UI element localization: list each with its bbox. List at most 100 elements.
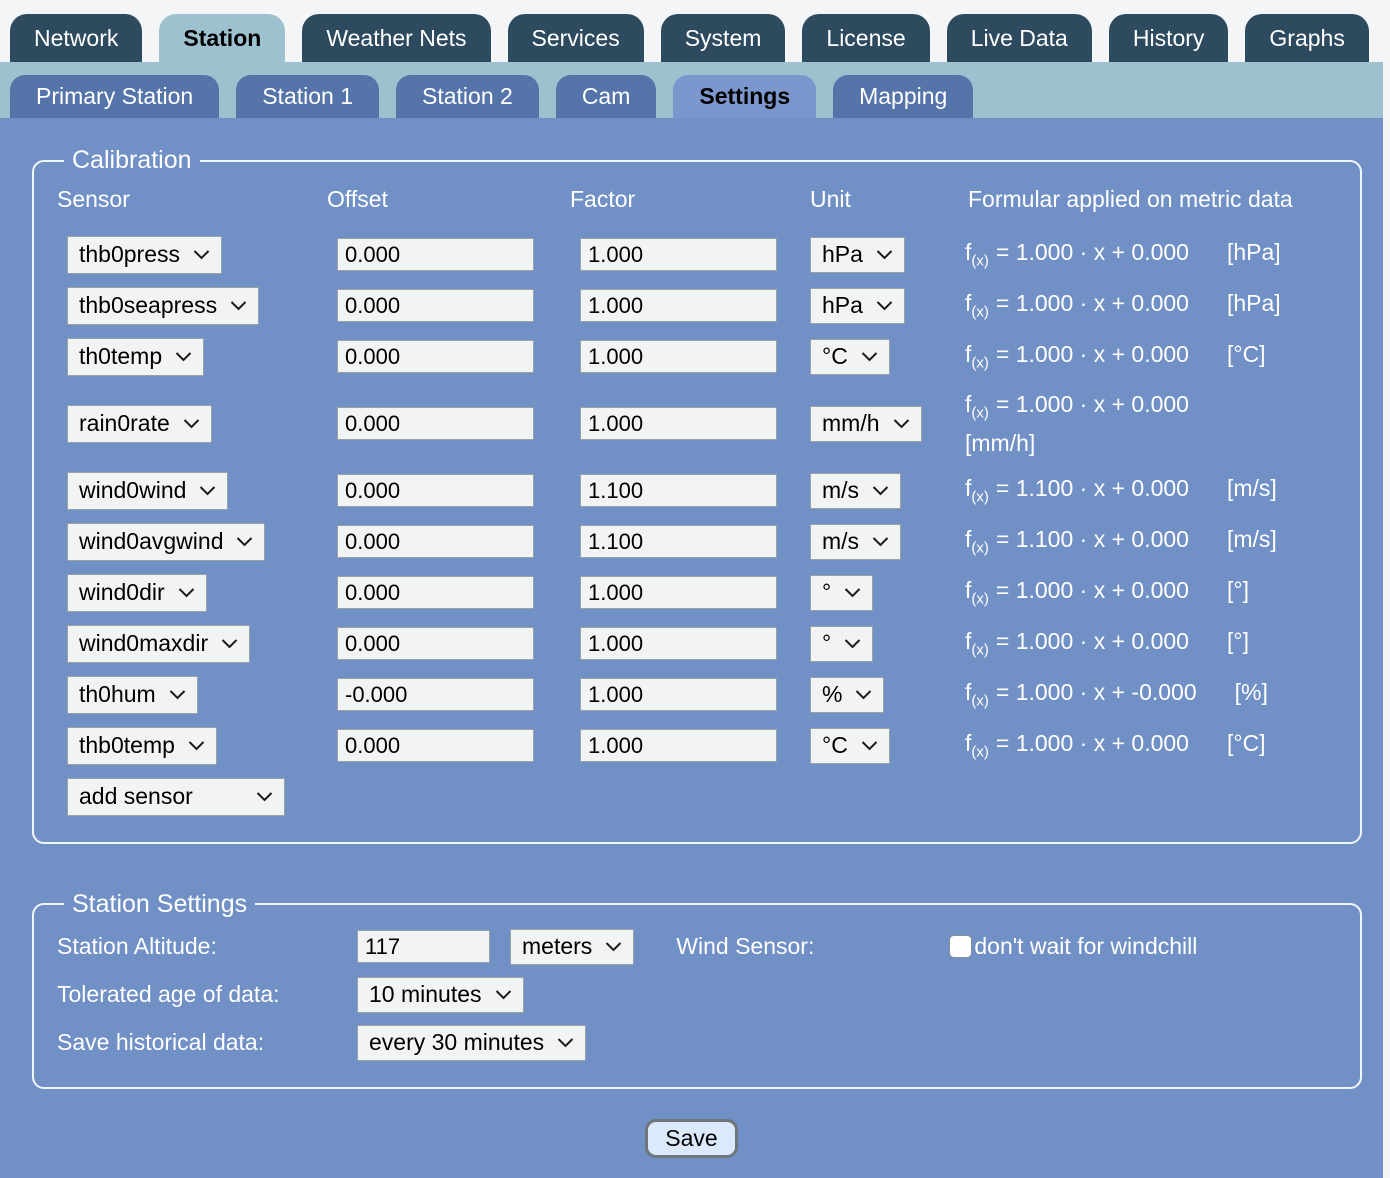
- offset-input[interactable]: [337, 678, 534, 712]
- unit-select[interactable]: m/s: [810, 472, 902, 509]
- unit-select-value: m/s: [822, 528, 860, 555]
- unit-select-value: hPa: [822, 292, 863, 319]
- chevron-down-icon: [876, 250, 893, 260]
- tab-network[interactable]: Network: [10, 14, 143, 62]
- unit-select[interactable]: %: [810, 676, 885, 713]
- sensor-select[interactable]: th0hum: [67, 675, 198, 714]
- sensor-select[interactable]: thb0temp: [67, 726, 217, 765]
- unit-select[interactable]: hPa: [810, 287, 905, 324]
- formula-expression: f(x) = 1.000 · x + 0.000: [965, 390, 1189, 422]
- unit-select[interactable]: °: [810, 625, 874, 662]
- formula-expression: f(x) = 1.000 · x + 0.000: [965, 730, 1189, 761]
- sensor-select-value: wind0wind: [79, 477, 187, 504]
- windchill-checkbox[interactable]: [949, 935, 973, 959]
- subtab-settings[interactable]: Settings: [673, 75, 817, 118]
- chevron-down-icon: [183, 419, 199, 429]
- tab-history[interactable]: History: [1108, 14, 1229, 62]
- tab-services[interactable]: Services: [507, 14, 644, 62]
- chevron-down-icon: [178, 588, 194, 598]
- formula-unit-bracket: [m/s]: [1226, 526, 1277, 553]
- sensor-select[interactable]: wind0dir: [67, 573, 207, 612]
- unit-select[interactable]: °C: [810, 727, 890, 764]
- factor-input[interactable]: [580, 678, 777, 712]
- sensor-select[interactable]: thb0press: [67, 235, 223, 274]
- save-button-row: Save: [0, 1118, 1383, 1158]
- save-historical-select[interactable]: every 30 minutes: [357, 1024, 587, 1061]
- formula-expression: f(x) = 1.000 · x + 0.000: [965, 628, 1189, 659]
- add-sensor-select[interactable]: add sensor: [67, 777, 285, 816]
- secondary-tab-bar: Primary Station Station 1 Station 2 Cam Sett…: [0, 75, 974, 118]
- tab-system[interactable]: System: [660, 14, 786, 62]
- sensor-select[interactable]: wind0wind: [67, 471, 229, 510]
- altitude-unit-select[interactable]: meters: [510, 928, 635, 965]
- tab-license[interactable]: License: [802, 14, 930, 62]
- station-altitude-input[interactable]: [357, 930, 490, 964]
- factor-input[interactable]: [580, 407, 777, 441]
- chevron-down-icon: [606, 942, 622, 952]
- factor-input[interactable]: [580, 474, 777, 508]
- factor-input[interactable]: [580, 525, 777, 559]
- formula-unit-bracket: [°]: [1226, 577, 1249, 604]
- primary-tab-bar: Network Station Weather Nets Services System…: [0, 0, 1383, 62]
- offset-input[interactable]: [337, 729, 534, 763]
- factor-input[interactable]: [580, 729, 777, 763]
- subtab-station-2[interactable]: Station 2: [396, 75, 539, 118]
- chevron-down-icon: [861, 741, 878, 751]
- formula-unit-bracket: [hPa]: [1226, 239, 1281, 266]
- formula-unit-bracket: [m/s]: [1226, 475, 1277, 502]
- sensor-select-value: wind0maxdir: [79, 630, 209, 657]
- formula-unit-bracket: [%]: [1234, 679, 1268, 706]
- calibration-table: Sensor Offset Factor Unit Formular appli…: [54, 185, 1340, 765]
- sensor-select[interactable]: thb0seapress: [67, 286, 260, 325]
- tab-graphs[interactable]: Graphs: [1245, 14, 1369, 62]
- formula-unit-bracket: [°]: [1226, 628, 1249, 655]
- factor-input[interactable]: [580, 627, 777, 661]
- unit-select[interactable]: °: [810, 574, 874, 611]
- sensor-select[interactable]: th0temp: [67, 337, 205, 376]
- sensor-select[interactable]: wind0avgwind: [67, 522, 266, 561]
- chevron-down-icon: [230, 301, 247, 311]
- tab-weather-nets[interactable]: Weather Nets: [302, 14, 491, 62]
- offset-input[interactable]: [337, 627, 534, 661]
- chevron-down-icon: [169, 690, 185, 700]
- factor-input[interactable]: [580, 576, 777, 610]
- save-button[interactable]: Save: [645, 1118, 738, 1158]
- unit-select-value: %: [822, 681, 843, 708]
- offset-input[interactable]: [337, 340, 534, 374]
- subtab-primary-station[interactable]: Primary Station: [10, 75, 220, 118]
- unit-select[interactable]: °C: [810, 338, 890, 375]
- unit-select[interactable]: m/s: [810, 523, 902, 560]
- subtab-cam[interactable]: Cam: [555, 75, 657, 118]
- offset-input[interactable]: [337, 238, 534, 272]
- factor-input[interactable]: [580, 340, 777, 374]
- offset-input[interactable]: [337, 525, 534, 559]
- offset-input[interactable]: [337, 576, 534, 610]
- windchill-option: don't wait for windchill: [949, 933, 1197, 960]
- subtab-mapping[interactable]: Mapping: [833, 75, 974, 118]
- chevron-down-icon: [256, 792, 273, 802]
- calibration-formula: f(x) = 1.000 · x + -0.000 [%]: [965, 677, 1340, 712]
- sensor-select-value: thb0seapress: [79, 292, 218, 319]
- sensor-select[interactable]: rain0rate: [67, 404, 212, 443]
- sensor-select[interactable]: wind0maxdir: [67, 624, 251, 663]
- subtab-station-1[interactable]: Station 1: [236, 75, 380, 118]
- tolerated-age-select[interactable]: 10 minutes: [357, 976, 524, 1013]
- factor-input[interactable]: [580, 289, 777, 323]
- unit-select-value: mm/h: [822, 410, 880, 437]
- factor-input[interactable]: [580, 238, 777, 272]
- wind-sensor-label: Wind Sensor:: [676, 933, 815, 960]
- offset-input[interactable]: [337, 407, 534, 441]
- offset-input[interactable]: [337, 474, 534, 508]
- chevron-down-icon: [237, 537, 253, 547]
- chevron-down-icon: [893, 419, 909, 429]
- tab-live-data[interactable]: Live Data: [946, 14, 1092, 62]
- chevron-down-icon: [844, 639, 861, 649]
- tab-station[interactable]: Station: [159, 14, 286, 62]
- calibration-formula: f(x) = 1.100 · x + 0.000 [m/s]: [965, 524, 1340, 559]
- chevron-down-icon: [876, 301, 893, 311]
- unit-select[interactable]: mm/h: [810, 405, 922, 442]
- offset-input[interactable]: [337, 289, 534, 323]
- unit-select[interactable]: hPa: [810, 236, 905, 273]
- unit-select-value: °: [822, 579, 832, 606]
